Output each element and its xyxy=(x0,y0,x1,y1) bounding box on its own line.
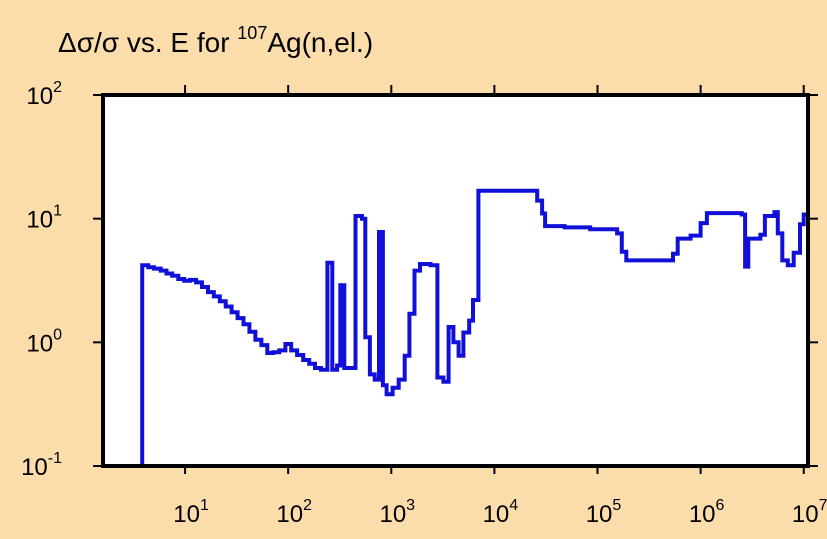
y-tick-label-3-base: 10 xyxy=(26,83,53,110)
x-tick-label-6: 107 xyxy=(792,497,827,528)
chart-title: Δσ/σ vs. E for 107Ag(n,el.) xyxy=(58,23,373,58)
x-tick-label-3-exp: 4 xyxy=(509,497,518,514)
chart-title-suffix: Ag(n,el.) xyxy=(267,27,373,58)
y-tick-label-2-base: 10 xyxy=(26,207,53,234)
x-tick-label-0: 101 xyxy=(173,497,209,528)
y-tick-label-1-base: 10 xyxy=(26,330,53,357)
x-tick-label-0-exp: 1 xyxy=(200,497,209,514)
x-tick-label-4: 105 xyxy=(586,497,622,528)
y-tick-label-0-base: 10 xyxy=(21,454,48,481)
chart-title-prefix: Δσ/σ vs. E for xyxy=(58,27,237,58)
x-tick-label-4-exp: 5 xyxy=(612,497,621,514)
series-line xyxy=(140,188,810,466)
y-tick-label-2-exp: 1 xyxy=(53,203,62,220)
x-tick-label-5-exp: 6 xyxy=(716,497,725,514)
y-tick-label-1-exp: 0 xyxy=(53,326,62,343)
x-tick-label-2-base: 10 xyxy=(379,501,406,528)
x-tick-label-6-base: 10 xyxy=(792,501,819,528)
x-tick-label-5-base: 10 xyxy=(689,501,716,528)
x-tick-label-2: 103 xyxy=(379,497,415,528)
x-tick-label-1: 102 xyxy=(276,497,312,528)
chart-title-superscript: 107 xyxy=(237,23,267,43)
y-tick-label-1: 100 xyxy=(26,326,62,357)
x-tick-label-1-exp: 2 xyxy=(303,497,312,514)
x-tick-label-2-exp: 3 xyxy=(406,497,415,514)
x-tick-label-1-base: 10 xyxy=(276,501,303,528)
y-tick-label-2: 101 xyxy=(26,203,62,234)
x-tick-label-5: 106 xyxy=(689,497,725,528)
y-tick-label-3: 102 xyxy=(26,79,62,110)
x-tick-label-3: 104 xyxy=(483,497,519,528)
x-tick-label-4-base: 10 xyxy=(586,501,613,528)
x-tick-label-6-exp: 7 xyxy=(819,497,827,514)
y-tick-label-0: 10-1 xyxy=(21,450,62,481)
plot-area xyxy=(103,95,808,466)
y-tick-label-0-exp: -1 xyxy=(48,450,62,467)
plot-frame xyxy=(101,93,810,468)
y-tick-label-3-exp: 2 xyxy=(53,79,62,96)
x-tick-label-3-base: 10 xyxy=(483,501,510,528)
x-tick-label-0-base: 10 xyxy=(173,501,200,528)
